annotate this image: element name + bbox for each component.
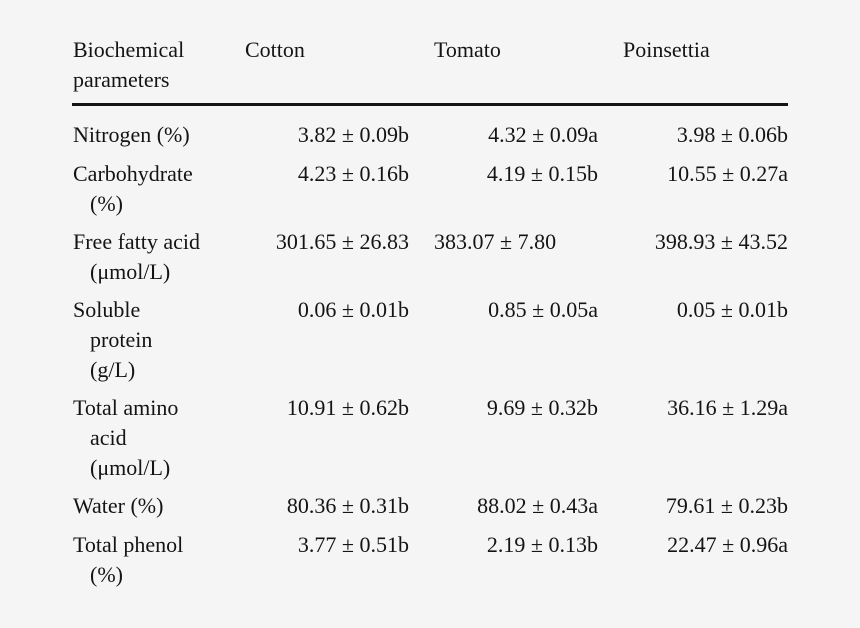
header-tomato: Tomato [434,37,501,62]
row-carbohydrate-cotton: 4.23 ± 0.16b [297,161,409,186]
param-line: (g/L) [90,357,136,382]
row-total-amino-acid-label: Total amino acid (μmol/L) [73,393,243,483]
row-water-poinsettia: 79.61 ± 0.23b [665,493,788,518]
param-line: acid [90,425,127,450]
row-total-phenol-tomato: 2.19 ± 0.13b [486,532,598,557]
row-water-label: Water (%) [73,491,243,521]
row-free-fatty-acid-tomato: 383.07 ± 7.80 [434,229,557,254]
row-total-amino-acid-cotton: 10.91 ± 0.62b [286,395,409,420]
row-soluble-protein-tomato: 0.85 ± 0.05a [488,297,598,322]
header-parameters: Biochemical parameters [73,35,243,95]
row-total-phenol-cotton: 3.77 ± 0.51b [297,532,409,557]
row-free-fatty-acid-label: Free fatty acid (μmol/L) [73,227,243,287]
row-total-phenol-poinsettia: 22.47 ± 0.96a [667,532,788,557]
row-total-phenol-label: Total phenol (%) [73,530,243,590]
row-free-fatty-acid-poinsettia: 398.93 ± 43.52 [654,229,788,254]
param-line: Free fatty acid [73,229,201,254]
param-line: Nitrogen (%) [73,122,190,147]
param-line: Total amino [73,395,179,420]
param-line: (μmol/L) [90,259,171,284]
header-rule [72,103,788,106]
row-nitrogen-poinsettia: 3.98 ± 0.06b [676,122,788,147]
row-water-tomato: 88.02 ± 0.43a [477,493,598,518]
header-cotton: Cotton [245,37,305,62]
header-parameters-line2: parameters [73,67,170,92]
param-line: (%) [90,562,123,587]
row-soluble-protein-poinsettia: 0.05 ± 0.01b [676,297,788,322]
header-poinsettia: Poinsettia [623,37,710,62]
row-nitrogen-tomato: 4.32 ± 0.09a [488,122,598,147]
param-line: (%) [90,191,123,216]
param-line: Carbohydrate [73,161,193,186]
param-line: protein [90,327,153,352]
row-nitrogen-label: Nitrogen (%) [73,120,243,150]
row-nitrogen-cotton: 3.82 ± 0.09b [297,122,409,147]
row-carbohydrate-poinsettia: 10.55 ± 0.27a [667,161,788,186]
param-line: Water (%) [73,493,164,518]
row-total-amino-acid-poinsettia: 36.16 ± 1.29a [667,395,788,420]
param-line: (μmol/L) [90,455,171,480]
param-line: Soluble [73,297,141,322]
row-carbohydrate-tomato: 4.19 ± 0.15b [486,161,598,186]
param-line: Total phenol [73,532,184,557]
row-soluble-protein-cotton: 0.06 ± 0.01b [297,297,409,322]
row-water-cotton: 80.36 ± 0.31b [286,493,409,518]
header-parameters-line1: Biochemical [73,37,185,62]
row-carbohydrate-label: Carbohydrate (%) [73,159,243,219]
row-total-amino-acid-tomato: 9.69 ± 0.32b [486,395,598,420]
row-free-fatty-acid-cotton: 301.65 ± 26.83 [275,229,409,254]
row-soluble-protein-label: Soluble protein (g/L) [73,295,243,385]
